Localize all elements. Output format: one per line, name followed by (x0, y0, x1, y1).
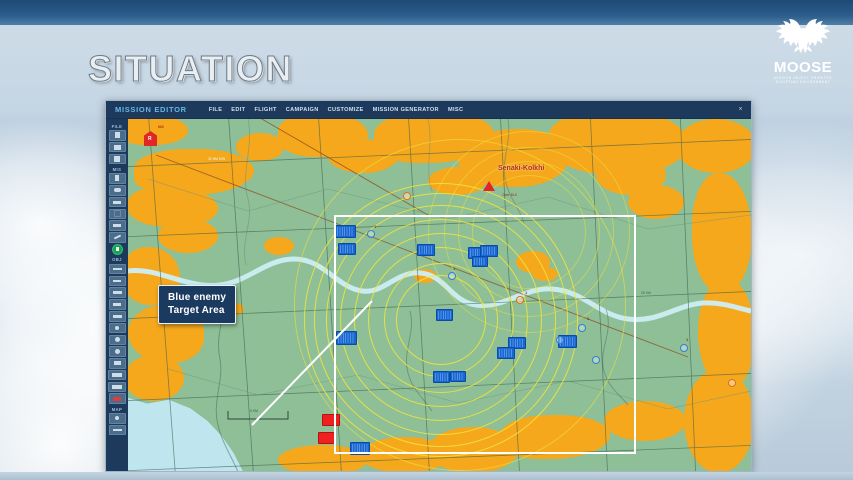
waypoint-number: 1 (587, 316, 590, 321)
static-object-icon[interactable] (108, 322, 126, 334)
waypoint-circle[interactable] (367, 230, 375, 238)
moose-logo: MOOSE MISSION OBJECT ORIENTED SCRIPTING … (767, 16, 839, 84)
waypoint-icon[interactable] (108, 232, 126, 243)
coalition-icon[interactable] (108, 184, 126, 196)
callout-line-2: Target Area (168, 305, 225, 316)
menu-item-campaign[interactable]: CAMPAIGN (285, 106, 319, 113)
waypoint-circle[interactable] (516, 296, 524, 304)
tool-sidebar[interactable]: FILE MIS OBJ (106, 119, 128, 471)
close-icon[interactable]: × (738, 106, 743, 113)
airbase-marker[interactable] (483, 181, 495, 191)
sidebar-group-label-obj: OBJ (112, 257, 122, 263)
blue-unit-marker[interactable] (350, 442, 370, 455)
delete-object-icon[interactable] (108, 393, 126, 405)
slide-bottom-band (0, 472, 853, 480)
logo-wordmark: MOOSE (773, 59, 833, 76)
blue-unit-marker[interactable] (497, 347, 515, 359)
sidebar-group-label-mis: MIS (112, 166, 122, 172)
cargo-icon[interactable] (108, 358, 126, 369)
blue-unit-marker[interactable] (480, 245, 498, 257)
zoom-map-icon[interactable] (108, 413, 126, 424)
farp-icon[interactable] (108, 369, 126, 381)
logo-tagline: MISSION OBJECT ORIENTED SCRIPTING ENVIRO… (773, 76, 833, 84)
failures-icon[interactable] (108, 220, 126, 231)
structure-icon[interactable] (108, 334, 126, 346)
blue-unit-marker[interactable] (433, 371, 450, 383)
moose-antler-icon (776, 19, 830, 53)
waypoint-circle[interactable] (578, 324, 586, 332)
start-mission-icon[interactable] (111, 243, 123, 255)
menu-item-edit[interactable]: EDIT (231, 106, 246, 113)
window-body: FILE MIS OBJ (106, 119, 751, 471)
target-area-rectangle[interactable] (334, 215, 636, 454)
aoo-icon[interactable] (108, 381, 126, 393)
waypoint-number: 1 (453, 266, 456, 271)
options-icon[interactable] (108, 208, 126, 220)
ruler-icon[interactable] (108, 424, 126, 436)
map-canvas[interactable]: R 620 32 NM MIN Senaki-Kolkhi Oper-BLK (128, 119, 751, 471)
waypoint-circle[interactable] (728, 379, 736, 387)
blue-unit-marker[interactable] (508, 337, 526, 349)
menu-item-file[interactable]: FILE (208, 106, 223, 113)
waypoint-number: 1 (374, 224, 377, 229)
blue-unit-marker[interactable] (436, 309, 453, 321)
mission-editor-window: MISSION EDITOR FILE EDIT FLIGHT CAMPAIGN… (105, 100, 752, 472)
callout-blue-enemy-target-area: Blue enemy Target Area (158, 285, 237, 324)
home-base-callsign: 620 (158, 125, 164, 129)
menu-item-customize[interactable]: CUSTOMIZE (327, 106, 364, 113)
waypoint-circle[interactable] (556, 336, 564, 344)
vehicle-icon[interactable] (108, 299, 126, 310)
menu-item-flight[interactable]: FLIGHT (254, 106, 277, 113)
callout-line-1: Blue enemy (168, 292, 227, 303)
new-file-icon[interactable] (108, 130, 126, 141)
waypoint-circle[interactable] (592, 356, 600, 364)
sea-region-corner (128, 427, 203, 471)
distance-label: 25 KM (641, 291, 651, 295)
home-base-marker[interactable]: R (144, 131, 157, 146)
menu-item-misc[interactable]: MISC (447, 106, 464, 113)
blue-unit-marker[interactable] (417, 244, 435, 256)
briefing-icon[interactable] (108, 173, 126, 184)
airbase-sub-label: Oper-BLK (502, 193, 518, 197)
waypoint-circle[interactable] (448, 272, 456, 280)
ship-icon[interactable] (108, 287, 126, 298)
helicopter-icon[interactable] (108, 275, 126, 287)
menu-item-mission-generator[interactable]: MISSION GENERATOR (372, 106, 439, 113)
sidebar-group-label-map: MAP (111, 406, 123, 412)
trigger-zone-icon[interactable] (108, 346, 126, 357)
airplane-icon[interactable] (108, 263, 126, 275)
waypoint-number: 1 (686, 337, 689, 342)
ground-unit-icon[interactable] (108, 310, 126, 322)
page-title: SITUATION (88, 48, 293, 90)
home-base-letter: R (148, 136, 152, 142)
menu-bar[interactable]: FILE EDIT FLIGHT CAMPAIGN CUSTOMIZE MISS… (209, 107, 464, 113)
weather-icon[interactable] (108, 196, 126, 208)
save-disk-icon[interactable] (108, 153, 126, 165)
window-titlebar: MISSION EDITOR FILE EDIT FLIGHT CAMPAIGN… (106, 101, 751, 119)
blue-unit-marker[interactable] (472, 256, 488, 267)
waypoint-circle[interactable] (403, 192, 411, 200)
sidebar-group-label-file: FILE (111, 123, 123, 129)
open-folder-icon[interactable] (108, 141, 126, 153)
slide-top-band (0, 0, 853, 25)
airbase-label: Senaki-Kolkhi (498, 165, 545, 172)
blue-unit-marker[interactable] (450, 371, 466, 382)
map-layers: R 620 32 NM MIN Senaki-Kolkhi Oper-BLK (128, 119, 751, 471)
route-label: 32 NM MIN (208, 157, 226, 161)
window-title: MISSION EDITOR (115, 105, 187, 114)
waypoint-number: 1 (525, 290, 528, 295)
blue-unit-marker[interactable] (338, 243, 356, 255)
waypoint-circle[interactable] (680, 344, 688, 352)
